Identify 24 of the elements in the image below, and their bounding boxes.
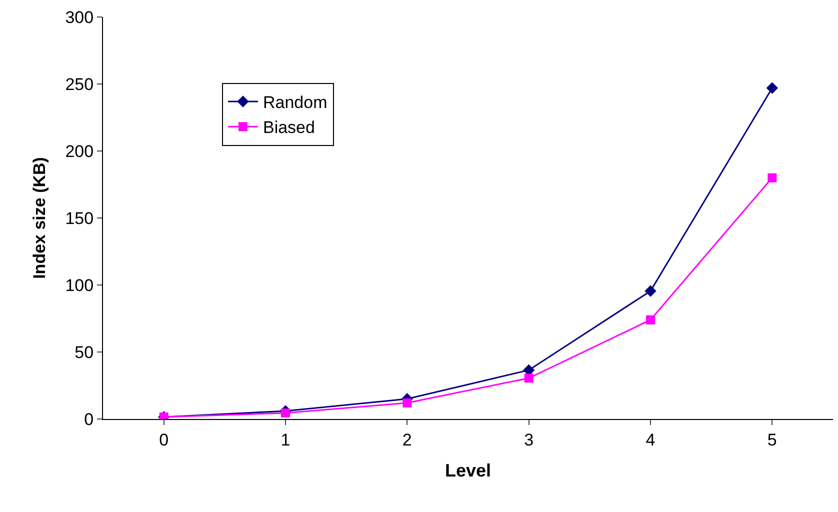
x-tick-label: 2	[402, 430, 412, 450]
point	[524, 374, 534, 383]
x-axis-title: Level	[444, 460, 492, 480]
x-tick-label: 1	[280, 430, 290, 450]
point	[644, 285, 656, 297]
y-tick-label: 200	[65, 142, 94, 161]
y-tick-label: 0	[84, 410, 94, 429]
point	[766, 82, 778, 94]
y-tick-label: 150	[65, 208, 94, 228]
legend-label: Biased	[262, 118, 315, 138]
point	[768, 173, 777, 182]
y-tick-label: 300	[65, 8, 94, 27]
x-tick-label: 0	[159, 430, 169, 450]
point	[281, 408, 290, 418]
y-tick-label: 250	[65, 74, 94, 94]
y-tick-label: 100	[65, 276, 94, 295]
y-axis-title: Index size (KB)	[30, 157, 49, 279]
y-tick-label: 50	[74, 342, 94, 362]
x-tick-label: 4	[646, 430, 656, 450]
point	[402, 398, 412, 408]
x-tick-label: 3	[524, 430, 534, 450]
x-tick-label: 5	[767, 430, 777, 450]
legend-label: Random	[262, 93, 328, 112]
point	[646, 315, 655, 324]
